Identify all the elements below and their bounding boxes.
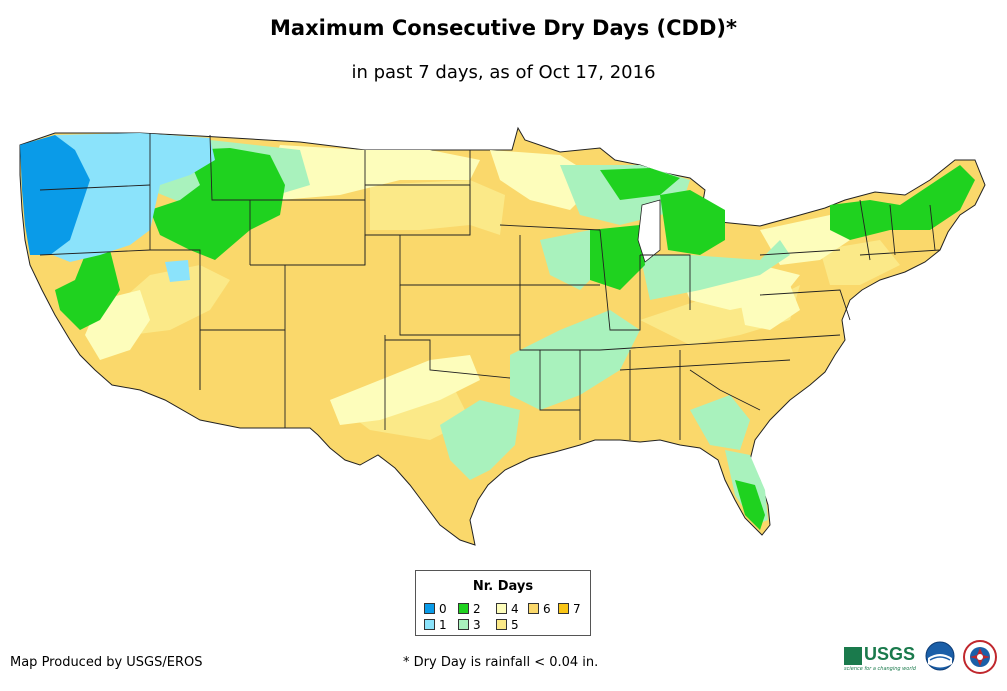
legend-label: 5 xyxy=(511,618,519,632)
legend-swatch xyxy=(424,619,435,630)
legend-swatch xyxy=(528,603,539,614)
legend-swatch xyxy=(496,603,507,614)
map-title: Maximum Consecutive Dry Days (CDD)* xyxy=(270,16,737,40)
noaa-logo xyxy=(925,641,955,671)
zone-2-sierra-nevada xyxy=(55,250,120,330)
zone-4-texas-oklahoma xyxy=(330,355,480,425)
dry-day-footnote: * Dry Day is rainfall < 0.04 in. xyxy=(403,655,599,670)
zone-0-coastal-northwest xyxy=(20,135,90,255)
zone-4-west-virginia xyxy=(740,285,800,330)
legend-label: 1 xyxy=(439,618,447,632)
legend-label: 4 xyxy=(511,602,519,616)
zone-3-texas xyxy=(440,400,520,480)
zone-2-upper-peninsula xyxy=(600,168,680,200)
zone-2-new-england xyxy=(830,165,975,240)
map-subtitle: in past 7 days, as of Oct 17, 2016 xyxy=(351,62,656,83)
zone-4-montana xyxy=(270,145,480,200)
legend: Nr. Days 0 1 2 3 4 5 6 7 xyxy=(415,570,591,636)
legend-title: Nr. Days xyxy=(472,579,534,594)
legend-label: 3 xyxy=(473,618,481,632)
map-credit: Map Produced by USGS/EROS xyxy=(10,655,203,670)
usgs-wave-icon xyxy=(844,647,862,665)
zone-3-mississippi-valley xyxy=(510,310,640,410)
usgs-logo: USGS science for a changing world xyxy=(844,644,918,672)
legend-label: 6 xyxy=(543,602,551,616)
legend-label: 7 xyxy=(573,602,581,616)
state-borders xyxy=(39,133,941,440)
usgs-logo-text: USGS xyxy=(864,644,916,664)
zone-5-northeast xyxy=(820,240,900,285)
zone-5-appalachia xyxy=(640,285,800,345)
nws-logo xyxy=(963,640,997,674)
zone-2-florida-peninsula xyxy=(735,480,765,530)
zone-2-michigan xyxy=(660,190,725,255)
zone-2-illinois-wisconsin xyxy=(590,225,645,290)
legend-label: 0 xyxy=(439,602,447,616)
legend-swatch xyxy=(458,603,469,614)
zone-3-southeast xyxy=(690,395,750,450)
legend-swatch xyxy=(424,603,435,614)
usgs-tagline: science for a changing world xyxy=(844,666,916,672)
zone-1-nevada-spot xyxy=(165,260,190,282)
legend-label: 2 xyxy=(473,602,481,616)
zone-5-great-plains xyxy=(370,180,505,235)
legend-swatch xyxy=(558,603,569,614)
legend-swatch xyxy=(458,619,469,630)
zone-2-northern-rockies xyxy=(150,148,285,260)
zone-0-great-lakes-water xyxy=(637,199,661,263)
legend-swatch xyxy=(496,619,507,630)
